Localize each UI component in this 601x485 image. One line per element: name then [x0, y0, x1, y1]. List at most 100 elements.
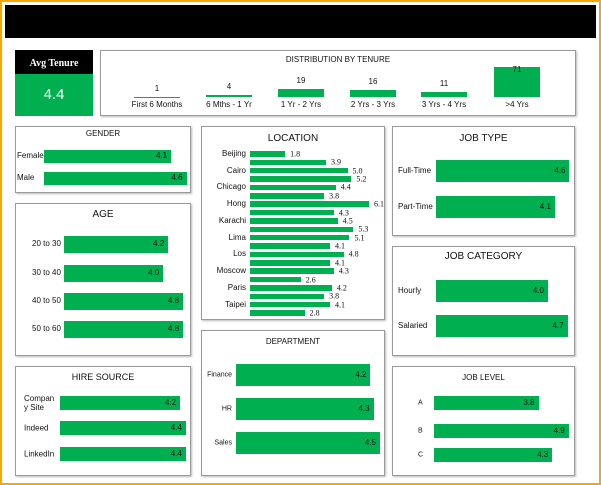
bar	[236, 432, 380, 454]
category-label: Full-Time	[398, 166, 432, 175]
kpi-value-box	[15, 74, 93, 116]
value-label: 4.0	[532, 286, 544, 295]
category-label: Lima	[228, 232, 246, 242]
category-label: 40 to 50	[32, 296, 61, 305]
category-label: HR	[221, 405, 232, 413]
bar	[64, 235, 169, 253]
category-label: Part-Time	[398, 202, 433, 211]
category-label: C	[418, 451, 424, 459]
category-label: 2 Yrs - 3 Yrs	[350, 100, 396, 109]
bar	[44, 149, 172, 163]
category-label: Chicago	[216, 182, 246, 192]
bar	[250, 260, 330, 266]
category-label: Cairo	[226, 165, 246, 175]
value-label: 5.1	[354, 233, 365, 243]
category-label: Finance	[207, 371, 232, 379]
category-label: Company Site	[24, 393, 55, 412]
value-label: 4.8	[167, 324, 180, 333]
bar	[44, 171, 187, 185]
category-label: Los	[233, 249, 246, 259]
bar	[250, 285, 332, 291]
bar	[60, 396, 181, 410]
bar	[250, 218, 338, 224]
bar	[250, 293, 325, 300]
value-label: 4.3	[338, 208, 349, 218]
value-label: 11	[439, 79, 449, 89]
category-label: 30 to 40	[32, 268, 61, 277]
bar	[436, 196, 555, 218]
value-label: 4.8	[167, 296, 180, 305]
value-label: 4.1	[334, 258, 345, 268]
value-label: 4	[226, 82, 232, 92]
value-label: 2.8	[309, 308, 320, 318]
category-label: Male	[17, 173, 35, 182]
bar	[436, 315, 568, 337]
panel-title: HIRE SOURCE	[71, 372, 135, 382]
bar	[250, 243, 330, 249]
category-label: Paris	[227, 282, 246, 292]
kpi-value: 4.4	[43, 86, 65, 103]
panel-title: JOB CATEGORY	[444, 251, 523, 262]
value-label: 5.3	[358, 224, 369, 234]
category-label: Sales	[214, 439, 232, 447]
category-label: >4 Yrs	[505, 100, 529, 109]
category-label: Karachi	[218, 215, 246, 225]
category-label: 20 to 30	[32, 239, 61, 248]
value-label: 1.8	[290, 149, 301, 159]
value-label: 19	[296, 75, 306, 85]
category-label: 1 Yr - 2 Yrs	[280, 100, 322, 109]
value-label: 4.2	[336, 283, 347, 293]
value-label: 4.4	[170, 423, 182, 432]
panel-title: AGE	[92, 209, 114, 220]
value-label: 4.5	[342, 216, 353, 226]
category-label: Moscow	[216, 266, 246, 276]
bar	[250, 209, 334, 216]
value-label: 4.7	[552, 321, 564, 330]
bar	[434, 396, 539, 410]
value-label: 4.1	[334, 241, 345, 251]
bar	[236, 398, 374, 420]
panel-title: JOB TYPE	[459, 133, 508, 144]
bar	[436, 160, 570, 182]
value-label: 2.6	[305, 275, 316, 285]
column	[278, 88, 324, 97]
category-label: Indeed	[24, 423, 49, 433]
column	[134, 96, 180, 98]
value-label: 3.8	[329, 191, 340, 201]
kpi-title: Avg Tenure	[29, 58, 79, 69]
bar	[250, 234, 350, 241]
category-label: Hourly	[398, 286, 422, 295]
value-label: 4.5	[364, 438, 376, 447]
category-label: First 6 Months	[131, 100, 183, 109]
category-label: 3 Yrs - 4 Yrs	[421, 100, 467, 109]
value-label: 3.8	[523, 398, 535, 407]
category-label: Beijing	[221, 149, 246, 158]
bar	[64, 320, 184, 338]
bar	[250, 251, 344, 258]
bar	[250, 193, 325, 199]
value-label: 5.2	[356, 174, 367, 184]
value-label: 6.1	[373, 199, 384, 209]
bar	[250, 268, 334, 274]
value-label: 3.8	[329, 291, 340, 301]
bar	[250, 167, 348, 174]
value-label: 4.1	[539, 202, 551, 211]
bar	[250, 310, 305, 316]
category-label: LinkedIn	[24, 449, 55, 459]
bar	[64, 264, 164, 282]
bar	[434, 424, 569, 438]
column	[494, 67, 540, 97]
value-label: 4.4	[170, 449, 182, 458]
value-label: 4.3	[537, 450, 549, 459]
bar	[250, 276, 301, 283]
value-label: 3.9	[331, 157, 342, 167]
value-label: 4.6	[171, 173, 183, 182]
bar	[250, 301, 330, 308]
column	[206, 95, 252, 97]
category-label: Taipei	[225, 299, 246, 309]
bar	[60, 421, 186, 435]
panel-title: GENDER	[85, 129, 121, 138]
value-label: 4.1	[334, 300, 345, 310]
category-label: 6 Mths - 1 Yr	[206, 100, 252, 109]
